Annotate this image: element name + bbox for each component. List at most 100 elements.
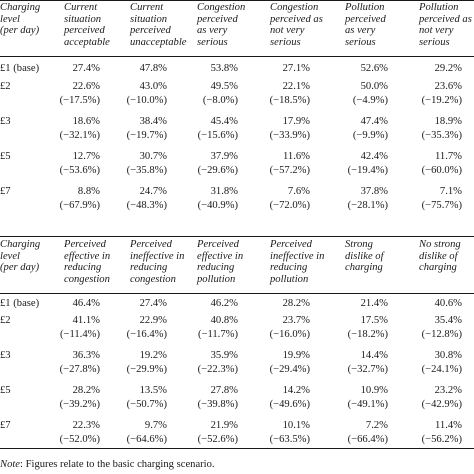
panel1-header-rule — [0, 56, 474, 57]
panel1-row-4-col-4-value: 37.8% — [360, 186, 388, 197]
panel1-row-2-col-0-value: 18.6% — [72, 116, 100, 127]
panel2-row-4-col-4-value: 7.2% — [365, 420, 388, 431]
panel2-row-4-col-2-value: 21.9% — [210, 420, 238, 431]
panel1-row-0-level: £1 (base) — [0, 63, 40, 74]
panel1-header-col-2-line-2: perceived — [130, 25, 171, 37]
panel2-header-col-0-line-1: level — [0, 250, 20, 262]
panel2-row-1-col-0-change: (−11.4%) — [59, 329, 100, 340]
panel1-row-3-col-3-value: 11.6% — [283, 151, 310, 162]
panel1-row-1-col-0-change: (−17.5%) — [59, 95, 100, 106]
panel2-header-col-4-line-3: pollution — [270, 273, 309, 285]
panel1-header-col-3-line-3: serious — [197, 36, 228, 48]
panel2-header-col-3-line-2: reducing — [197, 262, 235, 274]
panel1-row-1-level: £2 — [0, 81, 11, 92]
panel2-row-0-col-0-value: 46.4% — [72, 298, 100, 309]
panel2-row-2-col-0-value: 36.3% — [72, 350, 100, 361]
panel2-row-0-col-5-value: 40.6% — [434, 298, 462, 309]
panel2-row-4-col-1-change: (−64.6%) — [126, 434, 167, 445]
panel1-row-4-level: £7 — [0, 186, 11, 197]
panel2-row-3-col-1-value: 13.5% — [139, 385, 167, 396]
panel1-header-col-3-line-2: as very — [197, 25, 228, 37]
panel1-row-0-col-1-value: 47.8% — [139, 63, 167, 74]
panel1-header-col-1-line-0: Current — [64, 2, 98, 13]
panel1-row-2-col-3-change: (−33.9%) — [269, 130, 310, 141]
panel1-header-col-1-line-2: perceived — [64, 25, 105, 37]
panel1-header-col-5-line-2: as very — [345, 25, 376, 37]
panel2-header-col-3-line-1: effective in — [197, 250, 244, 262]
panel2-row-0-col-2-value: 46.2% — [210, 298, 238, 309]
panel2-row-2-col-2-value: 35.9% — [210, 350, 238, 361]
panel1-row-4-col-2-value: 31.8% — [210, 186, 238, 197]
panel1-header-col-5-line-3: serious — [345, 36, 376, 48]
panel2-row-0-col-1-value: 27.4% — [139, 298, 167, 309]
panel2-row-2-col-1-value: 19.2% — [139, 350, 167, 361]
panel1-header-col-0-line-0: Charging — [0, 2, 41, 13]
panel1-row-4-col-0-change: (−67.9%) — [59, 200, 100, 211]
panel2-row-4-col-1-value: 9.7% — [144, 420, 167, 431]
panel1-row-4-col-4-change: (−28.1%) — [347, 200, 388, 211]
panel1-row-3-col-3-change: (−57.2%) — [269, 165, 310, 176]
table-note: Note: Figures relate to the basic chargi… — [0, 459, 215, 470]
panel2-header-col-1-line-3: congestion — [64, 273, 110, 285]
panel1-row-2-col-1-value: 38.4% — [139, 116, 167, 127]
panel1-row-3-col-5-value: 11.7% — [435, 151, 462, 162]
panel1-header-col-6-line-0: Pollution — [419, 2, 459, 13]
panel2-row-2-col-3-value: 19.9% — [282, 350, 310, 361]
panel1-header-col-6-line-1: perceived as — [419, 13, 472, 25]
panel2-row-1-col-1-change: (−16.4%) — [126, 329, 167, 340]
panel2-header-col-2-line-3: congestion — [130, 273, 176, 285]
panel2-row-2-col-0-change: (−27.8%) — [59, 364, 100, 375]
panel1-row-0-col-3-value: 27.1% — [282, 63, 310, 74]
panel1-row-0-col-5-value: 29.2% — [434, 63, 462, 74]
panel2-row-3-col-3-change: (−49.6%) — [269, 399, 310, 410]
panel1-row-1-col-0-value: 22.6% — [72, 81, 100, 92]
panel1-header-col-1-line-1: situation — [64, 13, 102, 25]
panel2-row-2-level: £3 — [0, 350, 11, 361]
panel1-row-4-col-5-change: (−75.7%) — [421, 200, 462, 211]
panel1-row-3-col-4-value: 42.4% — [360, 151, 388, 162]
panel2-row-2-col-1-change: (−29.9%) — [126, 364, 167, 375]
panel1-row-4-col-0-value: 8.8% — [77, 186, 100, 197]
panel1-header-col-2-line-0: Current — [130, 2, 164, 13]
panel2-row-3-col-4-value: 10.9% — [360, 385, 388, 396]
note-text: : Figures relate to the basic charging s… — [20, 459, 215, 470]
panel2-row-2-col-5-value: 30.8% — [434, 350, 462, 361]
panel1-row-2-col-2-change: (−15.6%) — [197, 130, 238, 141]
panel2-row-2-col-2-change: (−22.3%) — [197, 364, 238, 375]
panel1-row-1-col-4-value: 50.0% — [360, 81, 388, 92]
panel2-header-col-3-line-0: Perceived — [197, 239, 239, 250]
panel1-header-col-5-line-1: perceived — [345, 13, 386, 25]
panel2-header-col-2-line-1: ineffective in — [130, 250, 185, 262]
panel1-row-3-col-2-value: 37.9% — [210, 151, 238, 162]
panel2-row-4-col-0-change: (−52.0%) — [59, 434, 100, 445]
panel1-row-2-col-4-value: 47.4% — [360, 116, 388, 127]
panel2-header-rule — [0, 293, 474, 294]
panel2-header-col-3-line-3: pollution — [197, 273, 236, 285]
panel2-header-col-0-line-2: (per day) — [0, 262, 40, 274]
panel2-row-4-level: £7 — [0, 420, 11, 431]
panel2-header-col-1-line-2: reducing — [64, 262, 102, 274]
panel2-header-col-5-line-0: Strong — [345, 239, 373, 250]
panel1-row-1-col-3-change: (−18.5%) — [269, 95, 310, 106]
panel1-row-2-col-2-value: 45.4% — [210, 116, 238, 127]
panel1-header-col-5-line-0: Pollution — [345, 2, 385, 13]
panel1-row-3-col-4-change: (−19.4%) — [347, 165, 388, 176]
panel2-row-3-col-1-change: (−50.7%) — [126, 399, 167, 410]
panel2-header-col-4-line-1: ineffective in — [270, 250, 325, 262]
panel2-row-2-col-4-value: 14.4% — [360, 350, 388, 361]
top-rule — [0, 0, 474, 1]
panel-divider-rule — [0, 236, 474, 237]
panel1-row-2-col-0-change: (−32.1%) — [59, 130, 100, 141]
panel1-row-2-col-5-change: (−35.3%) — [421, 130, 462, 141]
panel2-row-1-col-4-change: (−18.2%) — [347, 329, 388, 340]
panel1-header-col-4-line-3: serious — [270, 36, 301, 48]
panel1-row-2-col-4-change: (−9.9%) — [352, 130, 388, 141]
panel1-row-1-col-3-value: 22.1% — [282, 81, 310, 92]
panel2-row-3-col-0-value: 28.2% — [72, 385, 100, 396]
panel1-header-col-0-line-1: level — [0, 13, 20, 25]
panel1-header-col-4-line-1: perceived as — [270, 13, 323, 25]
panel1-row-1-col-2-change: (−8.0%) — [202, 95, 238, 106]
panel2-header-col-5-line-1: dislike of — [345, 250, 384, 262]
note-label: Note — [0, 459, 21, 470]
panel1-header-col-2-line-3: unacceptable — [130, 36, 187, 48]
